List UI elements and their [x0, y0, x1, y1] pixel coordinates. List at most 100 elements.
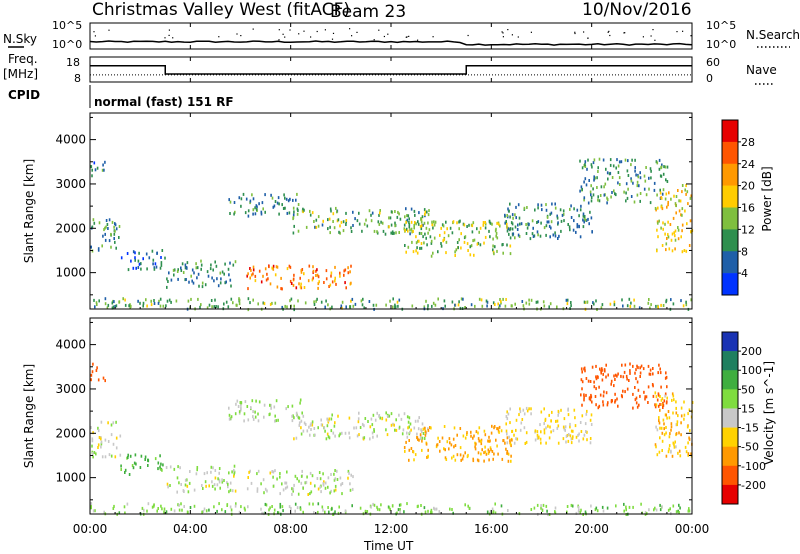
echo-cell [511, 213, 514, 217]
nsearch-point [310, 36, 312, 38]
echo-cell [515, 437, 517, 441]
echo-cell [586, 430, 588, 434]
echo-cell [260, 507, 262, 511]
echo-cell [425, 226, 428, 230]
echo-cell [481, 304, 484, 308]
echo-cell [578, 214, 580, 218]
echo-cell [124, 511, 126, 515]
echo-cell [289, 299, 291, 303]
echo-cell [240, 408, 242, 412]
echo-cell [648, 298, 650, 301]
echo-cell [652, 372, 654, 376]
echo-cell [410, 220, 413, 224]
echo-cell [403, 412, 406, 416]
echo-cell [105, 225, 107, 229]
echo-cell [523, 412, 526, 416]
echo-cell [104, 455, 107, 459]
echo-cell [407, 420, 410, 424]
echo-cell [647, 385, 650, 389]
nsearch-point [517, 36, 519, 38]
echo-cell [124, 298, 126, 302]
echo-cell [603, 390, 605, 394]
echo-cell [228, 417, 231, 421]
echo-cell [584, 163, 586, 166]
echo-cell [601, 368, 603, 372]
echo-cell [528, 302, 531, 306]
echo-cell [507, 509, 509, 512]
echo-cell [277, 511, 279, 515]
time-tick-label: 00:00 [73, 522, 108, 536]
range-tick-label: 3000 [55, 177, 86, 191]
nsearch-point [332, 32, 335, 34]
echo-cell [677, 237, 680, 241]
echo-cell [655, 425, 657, 429]
nsearch-point [252, 28, 254, 30]
echo-cell [515, 205, 517, 209]
echo-cell [617, 164, 620, 168]
echo-cell [411, 240, 413, 244]
echo-cell [448, 447, 450, 451]
echo-cell [238, 510, 241, 514]
echo-cell [443, 299, 446, 303]
echo-cell [188, 280, 190, 284]
echo-cell [510, 454, 512, 458]
echo-cell [599, 194, 602, 197]
echo-cell [304, 423, 307, 426]
echo-cell [247, 308, 250, 312]
echo-cell [622, 375, 625, 379]
echo-cell [160, 263, 163, 267]
echo-cell [543, 431, 546, 435]
echo-cell [130, 304, 132, 308]
echo-cell [647, 364, 650, 368]
echo-cell [570, 437, 573, 441]
echo-cell [665, 371, 667, 375]
echo-cell [164, 256, 166, 260]
echo-cell [386, 433, 389, 437]
echo-cell [554, 234, 557, 238]
echo-cell [247, 297, 250, 301]
echo-cell [406, 214, 408, 218]
echo-cell [147, 464, 149, 467]
echo-cell [422, 427, 425, 431]
echo-cell [211, 305, 213, 309]
noise-panel: N.Sky 10^5 10^0 10^5 10^0 N.Search [3, 19, 800, 51]
echo-cell [662, 403, 665, 407]
echo-cell [478, 230, 480, 234]
echo-cell [234, 412, 237, 416]
echo-cell [683, 413, 686, 417]
echo-cell [206, 471, 208, 475]
echo-cell [350, 230, 353, 233]
echo-cell [526, 409, 529, 413]
echo-cell [507, 207, 509, 211]
echo-cell [97, 443, 100, 447]
echo-cell [180, 266, 182, 270]
echo-cell [160, 261, 163, 265]
echo-cell [590, 216, 593, 220]
echo-cell [475, 430, 478, 434]
echo-cell [470, 244, 473, 248]
echo-cell [587, 217, 589, 221]
echo-cell [118, 225, 121, 228]
echo-cell [589, 418, 592, 422]
echo-cell [533, 234, 536, 238]
echo-cell [329, 207, 332, 211]
echo-cell [419, 246, 421, 250]
echo-cell [279, 492, 281, 496]
echo-cell [560, 408, 562, 412]
echo-cell [520, 222, 523, 226]
echo-cell [272, 484, 275, 488]
echo-cell [665, 426, 667, 429]
colorbar-tick-label: 15 [741, 402, 755, 415]
echo-cell [628, 505, 631, 509]
echo-cell [281, 482, 283, 486]
echo-cell [103, 168, 105, 172]
echo-cell [159, 304, 162, 308]
echo-cell [644, 179, 647, 183]
echo-cell [418, 438, 420, 442]
echo-cell [489, 235, 491, 239]
echo-cell [464, 235, 467, 239]
echo-cell [403, 510, 405, 514]
echo-cell [609, 158, 612, 162]
echo-cell [334, 276, 336, 280]
echo-cell [660, 398, 663, 402]
